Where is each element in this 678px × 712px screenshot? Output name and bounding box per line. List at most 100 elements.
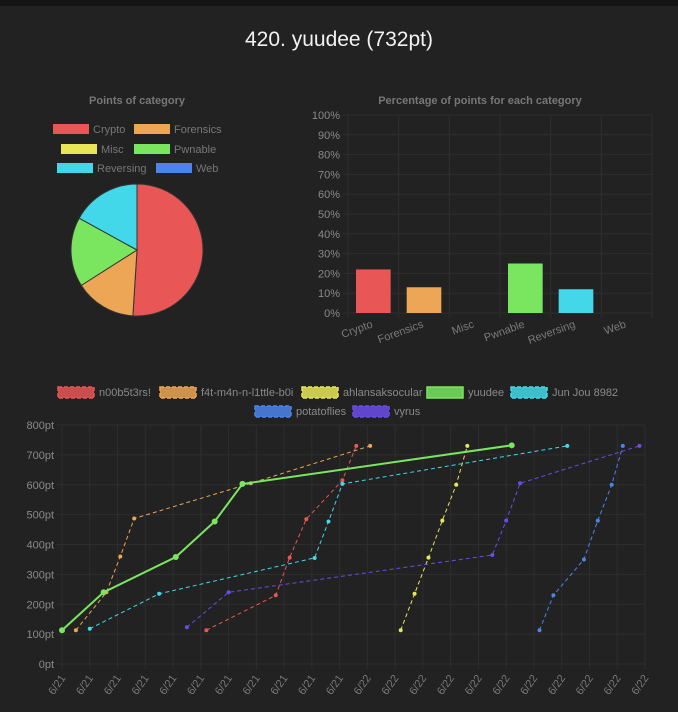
line-xtick-label: 6/21 xyxy=(157,673,179,697)
line-point xyxy=(440,519,444,523)
bar-title: Percentage of points for each category xyxy=(378,95,582,107)
line-legend-label: yuudee xyxy=(468,387,504,399)
pie-legend-label: Pwnable xyxy=(174,144,216,156)
pie-legend-swatch xyxy=(53,124,89,134)
line-xtick-label: 6/22 xyxy=(407,673,429,697)
line-legend-swatch xyxy=(160,387,196,398)
line-point xyxy=(239,481,245,487)
line-ytick-label: 0pt xyxy=(39,659,54,671)
line-legend-swatch xyxy=(427,387,463,398)
line-point xyxy=(340,482,344,486)
bar-xtick-label: Pwnable xyxy=(483,319,527,345)
line-xtick-label: 6/21 xyxy=(213,673,235,697)
line-xtick-label: 6/21 xyxy=(296,673,318,697)
line-point xyxy=(621,444,625,448)
pie-legend-swatch xyxy=(61,144,97,154)
line-point xyxy=(538,628,542,632)
line-ytick-label: 700pt xyxy=(26,450,54,462)
line-point xyxy=(490,553,494,557)
line-point xyxy=(212,518,218,524)
pie-legend-swatch xyxy=(156,163,192,173)
line-point xyxy=(157,592,161,596)
line-legend-label: f4t-m4n-n-l1ttle-b0i xyxy=(201,387,293,399)
line-point xyxy=(59,627,65,633)
pie-slice xyxy=(133,184,203,316)
line-point xyxy=(454,483,458,487)
bar-ytick-label: 30% xyxy=(318,249,340,261)
line-point xyxy=(274,593,278,597)
line-point xyxy=(304,517,308,521)
line-point xyxy=(426,556,430,560)
line-ytick-label: 300pt xyxy=(26,569,54,581)
line-point xyxy=(637,444,641,448)
line-point xyxy=(74,628,78,632)
bar-ytick-label: 10% xyxy=(318,288,340,300)
line-ytick-label: 500pt xyxy=(26,510,54,522)
line-xtick-label: 6/22 xyxy=(518,673,540,697)
line-legend-swatch xyxy=(302,387,338,398)
bar-ytick-label: 50% xyxy=(318,209,340,221)
line-legend-label: vyrus xyxy=(394,406,421,418)
pie-legend-label: Misc xyxy=(101,144,124,156)
line-xtick-label: 6/21 xyxy=(324,673,346,697)
line-xtick-label: 6/21 xyxy=(241,673,263,697)
bar-rect xyxy=(559,289,594,313)
line-series-path xyxy=(90,446,568,629)
line-point xyxy=(582,557,586,561)
line-series-path xyxy=(187,446,640,627)
line-point xyxy=(173,554,179,560)
line-xtick-label: 6/22 xyxy=(574,673,596,697)
line-series-path xyxy=(62,445,512,630)
line-xtick-label: 6/22 xyxy=(546,673,568,697)
line-point xyxy=(465,444,469,448)
line-point xyxy=(101,589,107,595)
line-point xyxy=(354,444,358,448)
pie-legend-label: Forensics xyxy=(174,124,222,136)
line-legend-swatch xyxy=(58,387,94,398)
charts-canvas: Points of categoryCrypto ForensicsMisc Pwn… xyxy=(0,0,678,712)
line-xtick-label: 6/22 xyxy=(491,673,513,697)
line-point xyxy=(288,556,292,560)
line-ytick-label: 800pt xyxy=(26,420,54,432)
bar-ytick-label: 20% xyxy=(318,268,340,280)
line-point xyxy=(118,554,122,558)
line-ytick-label: 100pt xyxy=(26,629,54,641)
line-point xyxy=(340,478,344,482)
bar-ytick-label: 60% xyxy=(318,189,340,201)
line-xtick-label: 6/21 xyxy=(102,673,124,697)
line-series-path xyxy=(540,446,623,630)
line-xtick-label: 6/22 xyxy=(379,673,401,697)
line-point xyxy=(551,593,555,597)
line-xtick-label: 6/21 xyxy=(46,673,68,697)
pie-legend-label: Reversing xyxy=(97,163,147,175)
line-point xyxy=(610,483,614,487)
pie-title: Points of category xyxy=(89,95,186,107)
pie-legend-label: Web xyxy=(196,163,218,175)
bar-xtick-label: Web xyxy=(603,319,628,338)
line-point xyxy=(368,444,372,448)
line-legend-label: potatoflies xyxy=(296,406,347,418)
line-legend-label: Jun Jou 8982 xyxy=(552,387,618,399)
line-point xyxy=(313,556,317,560)
line-point xyxy=(88,627,92,631)
line-point xyxy=(227,590,231,594)
line-point xyxy=(204,628,208,632)
line-xtick-label: 6/21 xyxy=(185,673,207,697)
line-xtick-label: 6/22 xyxy=(629,673,651,697)
bar-ytick-label: 90% xyxy=(318,130,340,142)
line-ytick-label: 200pt xyxy=(26,599,54,611)
line-point xyxy=(413,592,417,596)
bar-xtick-label: Misc xyxy=(450,318,476,337)
pie-legend-swatch xyxy=(57,163,93,173)
line-legend-swatch xyxy=(511,387,547,398)
line-point xyxy=(509,442,515,448)
bar-rect xyxy=(508,264,543,314)
line-legend-label: ahlansaksocular xyxy=(343,387,423,399)
line-point xyxy=(185,625,189,629)
bar-rect xyxy=(356,269,391,313)
bar-xtick-label: Forensics xyxy=(376,318,425,346)
bar-xtick-label: Reversing xyxy=(526,319,577,347)
line-xtick-label: 6/22 xyxy=(602,673,624,697)
bar-rect xyxy=(407,287,442,313)
line-xtick-label: 6/21 xyxy=(130,673,152,697)
